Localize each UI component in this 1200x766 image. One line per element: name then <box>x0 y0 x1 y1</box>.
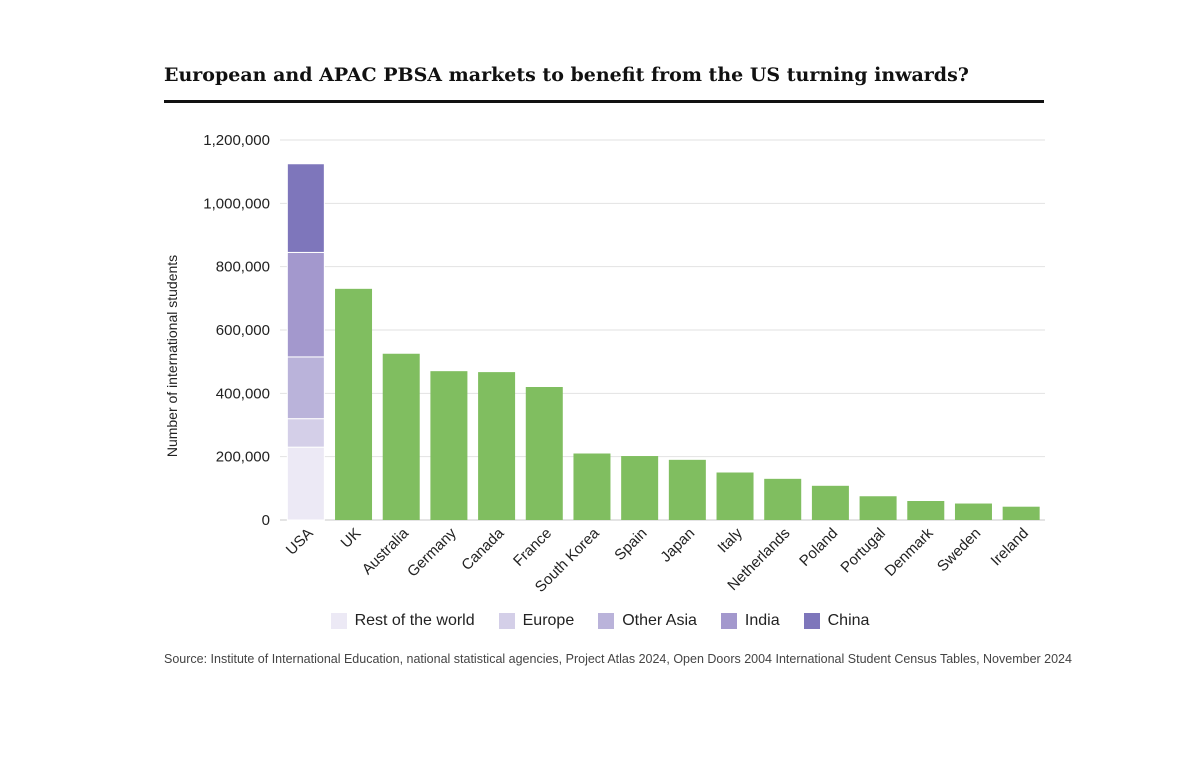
x-tick-label: Germany <box>404 524 460 580</box>
legend-item: Rest of the world <box>330 612 475 630</box>
x-tick-label: Japan <box>657 525 698 566</box>
legend-swatch <box>598 613 615 629</box>
y-tick-label: 0 <box>262 512 270 529</box>
x-tick-label: Italy <box>714 524 746 556</box>
bar-japan <box>668 459 706 520</box>
bar-france <box>525 387 563 520</box>
bars <box>286 163 1040 521</box>
y-tick-label: 800,000 <box>216 259 270 276</box>
bar-italy <box>716 472 754 520</box>
legend-item: Europe <box>498 612 575 630</box>
y-tick-label: 200,000 <box>216 449 270 466</box>
bar-south-korea <box>573 453 611 520</box>
bar-germany <box>430 371 468 520</box>
x-tick-label: UK <box>338 525 365 552</box>
legend-label: China <box>827 612 870 629</box>
x-tick-label: France <box>510 525 555 570</box>
bar-segment-india <box>286 251 325 358</box>
y-tick-label: 400,000 <box>216 385 270 402</box>
bar-poland <box>811 485 849 520</box>
bar-canada <box>478 372 516 520</box>
x-tick-label: Ireland <box>988 525 1032 569</box>
bar-denmark <box>907 501 945 520</box>
x-tick-label: Canada <box>458 524 508 574</box>
legend-label: Rest of the world <box>354 612 475 629</box>
y-axis-label: Number of international students <box>164 255 180 457</box>
bar-segment-rest-of-the-world <box>286 446 325 521</box>
legend-item: China <box>803 612 870 630</box>
chart-title: European and APAC PBSA markets to benefi… <box>164 64 969 86</box>
bar-segment-china <box>286 163 325 253</box>
legend-item: India <box>720 612 780 630</box>
source-note: Source: Institute of International Educa… <box>164 652 1072 666</box>
bar-segment-europe <box>286 418 325 448</box>
legend-swatch <box>330 613 347 629</box>
legend-label: Europe <box>522 612 575 629</box>
x-tick-label: Spain <box>611 525 650 564</box>
legend-label: India <box>744 612 780 629</box>
bar-chart: 0 200,000 400,000 600,000 800,000 1,000,000 1,… <box>164 132 1045 596</box>
legend: Rest of the world Europe Other Asia India Ch… <box>0 612 1200 630</box>
bar-uk <box>335 288 373 520</box>
bar-spain <box>621 456 659 520</box>
y-tick-label: 1,200,000 <box>203 132 270 149</box>
bar-sweden <box>954 503 992 520</box>
legend-item: Other Asia <box>598 612 697 630</box>
y-tick-label: 1,000,000 <box>203 195 270 212</box>
bar-ireland <box>1002 506 1040 520</box>
legend-swatch <box>720 613 737 629</box>
bar-netherlands <box>764 478 802 520</box>
legend-swatch <box>803 613 820 629</box>
bar-segment-other-asia <box>286 356 325 420</box>
title-rule <box>164 100 1044 103</box>
y-axis-ticks: 0 200,000 400,000 600,000 800,000 1,000,000 1,… <box>203 132 270 529</box>
bar-portugal <box>859 496 897 520</box>
legend-swatch <box>498 613 515 629</box>
x-tick-label: Poland <box>796 525 841 570</box>
y-tick-label: 600,000 <box>216 322 270 339</box>
x-tick-label: Denmark <box>882 524 937 579</box>
x-tick-label: USA <box>283 525 317 559</box>
x-tick-label: Sweden <box>934 525 984 575</box>
bar-australia <box>382 353 420 520</box>
legend-label: Other Asia <box>622 612 697 629</box>
